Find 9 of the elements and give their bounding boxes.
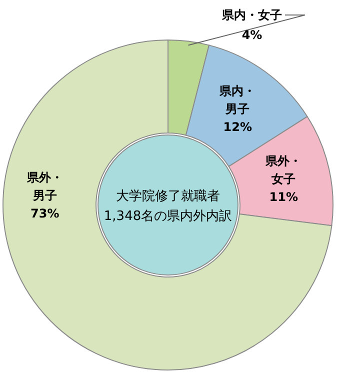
text: 大学院修了就職者 1,348名の県内外内訳: [104, 189, 232, 224]
slice-label: 県内・女子: [221, 8, 282, 22]
data-label: 4%: [242, 28, 262, 42]
slice-label: 県内・男子: [218, 84, 256, 116]
data-label: 12%: [223, 120, 252, 134]
data-label: 73%: [30, 206, 60, 220]
slice-label: 県外・男子: [26, 170, 63, 202]
data-label: 11%: [269, 190, 298, 204]
slice-label: 県外・女子: [264, 154, 302, 186]
